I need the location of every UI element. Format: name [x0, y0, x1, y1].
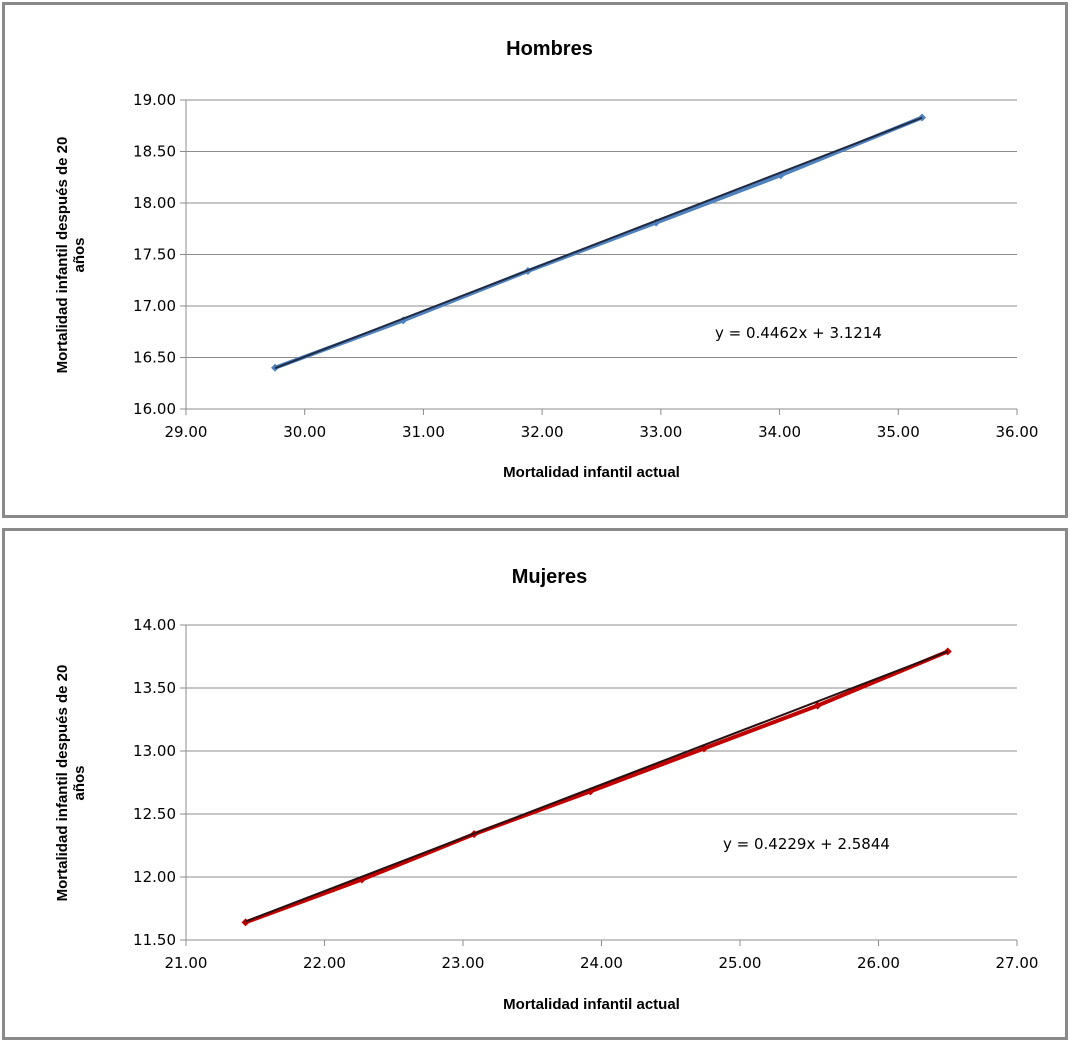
trendline	[245, 650, 949, 923]
trendline-equation: y = 0.4229x + 2.5844	[723, 835, 890, 853]
x-tick-label: 26.00	[857, 954, 900, 972]
x-tick-label: 33.00	[639, 423, 682, 441]
chart-title: Hombres	[506, 38, 593, 60]
x-tick-label: 23.00	[442, 954, 485, 972]
y-tick-label: 17.50	[133, 246, 176, 264]
data-point	[699, 744, 708, 753]
y-tick-label: 16.50	[133, 349, 176, 367]
x-tick-label: 34.00	[758, 423, 801, 441]
hombres-chart-svg: 16.00 16.50 17.00 17.50 18.00 18.50 19.00 29.00…	[54, 38, 1039, 481]
x-axis-label: Mortalidad infantil actual	[503, 464, 680, 481]
x-tick-label: 36.00	[996, 423, 1039, 441]
mujeres-chart-svg: 11.50 12.00 12.50 13.00 13.50 14.00 21.00 22.00…	[54, 566, 1039, 1013]
x-tick-label: 30.00	[283, 423, 326, 441]
y-axis-label-line: Mortalidad infantil después de 20	[54, 665, 71, 902]
y-axis-label-line: años	[71, 765, 88, 800]
y-axis-label-line: años	[71, 237, 88, 272]
x-tick-label: 35.00	[877, 423, 920, 441]
trendline	[274, 116, 923, 370]
x-tick-label: 22.00	[303, 954, 346, 972]
x-axis-label: Mortalidad infantil actual	[503, 996, 680, 1013]
y-tick-label: 14.00	[133, 616, 176, 634]
y-tick-label: 11.50	[133, 931, 176, 949]
chart-mujeres: 11.50 12.00 12.50 13.00 13.50 14.00 21.00 22.00…	[2, 528, 1068, 1040]
x-tick-label: 24.00	[580, 954, 623, 972]
data-point	[813, 701, 822, 710]
y-tick-label: 13.50	[133, 679, 176, 697]
y-tick-label: 17.00	[133, 297, 176, 315]
chart-title: Mujeres	[512, 566, 588, 588]
chart-hombres: 16.00 16.50 17.00 17.50 18.00 18.50 19.00 29.00…	[2, 2, 1068, 518]
x-tick-label: 31.00	[402, 423, 445, 441]
y-axis-label: Mortalidad infantil después de 20años	[54, 137, 88, 374]
y-tick-label: 18.50	[133, 143, 176, 161]
y-tick-label: 12.50	[133, 805, 176, 823]
y-axis-label-line: Mortalidad infantil después de 20	[54, 137, 71, 374]
x-tick-label: 29.00	[165, 423, 208, 441]
y-axis-label: Mortalidad infantil después de 20años	[54, 665, 88, 902]
y-tick-label: 13.00	[133, 742, 176, 760]
y-tick-label: 18.00	[133, 194, 176, 212]
x-tick-label: 21.00	[165, 954, 208, 972]
trendline-equation: y = 0.4462x + 3.1214	[715, 324, 882, 342]
x-tick-label: 25.00	[719, 954, 762, 972]
x-tick-label: 32.00	[521, 423, 564, 441]
x-tick-label: 27.00	[996, 954, 1039, 972]
y-tick-label: 16.00	[133, 400, 176, 418]
y-tick-label: 19.00	[133, 91, 176, 109]
y-tick-label: 12.00	[133, 868, 176, 886]
series-line	[274, 115, 923, 370]
